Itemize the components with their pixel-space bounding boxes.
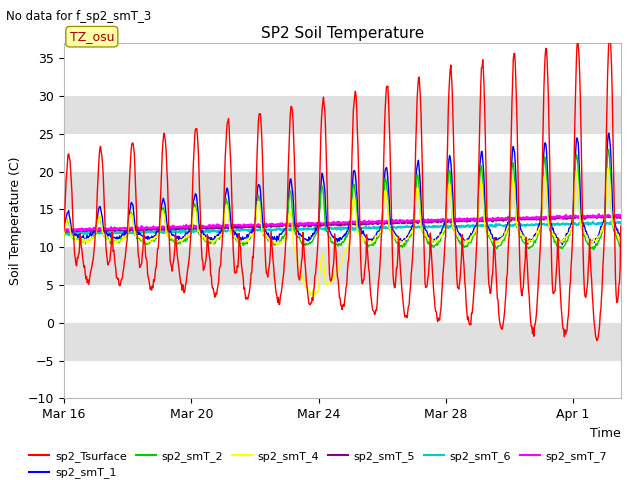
Text: Time: Time [590,427,621,440]
Bar [64,134,621,172]
Bar [64,172,621,209]
Bar [64,58,621,96]
Y-axis label: Soil Temperature (C): Soil Temperature (C) [10,156,22,285]
Bar [64,323,621,360]
Legend: sp2_Tsurface, sp2_smT_1, sp2_smT_2, sp2_smT_4, sp2_smT_5, sp2_smT_6, sp2_smT_7: sp2_Tsurface, sp2_smT_1, sp2_smT_2, sp2_… [25,446,611,480]
Title: SP2 Soil Temperature: SP2 Soil Temperature [260,25,424,41]
Text: TZ_osu: TZ_osu [70,30,114,43]
Bar [64,360,621,398]
Text: No data for f_sp2_smT_3: No data for f_sp2_smT_3 [6,10,152,23]
Bar [64,285,621,323]
Bar [64,209,621,247]
Bar [64,96,621,134]
Bar [64,247,621,285]
